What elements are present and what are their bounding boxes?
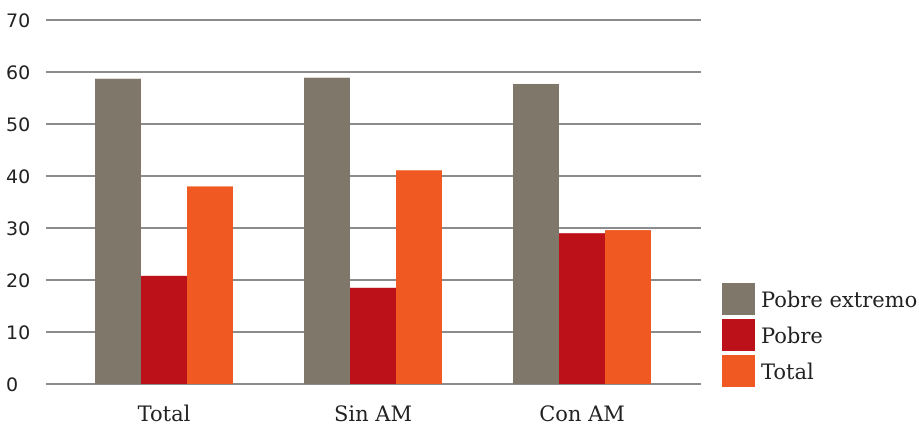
y-axis-tick-labels: 0 10 20 30 40 50 60 70 bbox=[6, 10, 30, 396]
y-tick-label: 20 bbox=[6, 270, 30, 292]
bar bbox=[187, 186, 233, 384]
y-tick-label: 10 bbox=[6, 322, 30, 344]
bar bbox=[141, 275, 187, 384]
y-tick-label: 40 bbox=[6, 166, 30, 188]
legend: Pobre extremo Pobre Total bbox=[722, 283, 917, 387]
bar bbox=[350, 287, 396, 384]
legend-label: Pobre extremo bbox=[761, 288, 917, 312]
bar bbox=[605, 230, 651, 384]
y-tick-label: 70 bbox=[6, 10, 30, 32]
y-tick-label: 60 bbox=[6, 62, 30, 84]
legend-label: Total bbox=[761, 360, 814, 384]
x-tick-label: Sin AM bbox=[334, 402, 412, 426]
legend-swatch bbox=[722, 355, 755, 387]
y-tick-label: 0 bbox=[6, 374, 18, 396]
bar bbox=[304, 77, 350, 384]
bar bbox=[559, 233, 605, 384]
x-axis-tick-labels: Total Sin AM Con AM bbox=[138, 402, 625, 426]
legend-swatch bbox=[722, 283, 755, 315]
bars bbox=[95, 77, 651, 385]
y-tick-label: 30 bbox=[6, 218, 30, 240]
x-tick-label: Total bbox=[138, 402, 191, 426]
legend-swatch bbox=[722, 319, 755, 351]
bar bbox=[396, 170, 442, 384]
bar bbox=[95, 78, 141, 384]
x-tick-label: Con AM bbox=[539, 402, 625, 426]
bar bbox=[513, 83, 559, 385]
y-tick-label: 50 bbox=[6, 114, 30, 136]
legend-label: Pobre bbox=[761, 324, 823, 348]
